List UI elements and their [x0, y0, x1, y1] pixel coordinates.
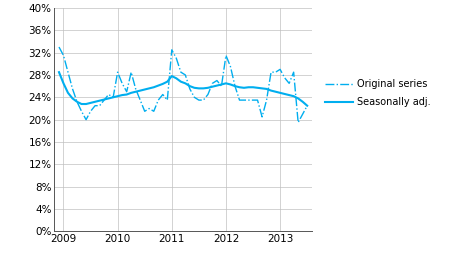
Original series [56, 45, 62, 49]
Seasonally adj. [304, 104, 310, 107]
Seasonally adj. [246, 86, 252, 89]
Seasonally adj. [219, 83, 224, 86]
Line: Original series: Original series [59, 47, 307, 123]
Original series [196, 99, 202, 102]
Line: Seasonally adj.: Seasonally adj. [59, 72, 307, 106]
Original series [304, 104, 310, 107]
Original series [295, 121, 301, 124]
Original series [146, 107, 152, 110]
Seasonally adj. [61, 82, 67, 85]
Legend: Original series, Seasonally adj.: Original series, Seasonally adj. [321, 75, 435, 111]
Original series [61, 54, 67, 57]
Seasonally adj. [146, 87, 152, 90]
Seasonally adj. [196, 87, 202, 90]
Original series [219, 85, 224, 88]
Original series [246, 99, 252, 102]
Original series [210, 82, 215, 85]
Seasonally adj. [210, 85, 215, 88]
Seasonally adj. [56, 70, 62, 74]
